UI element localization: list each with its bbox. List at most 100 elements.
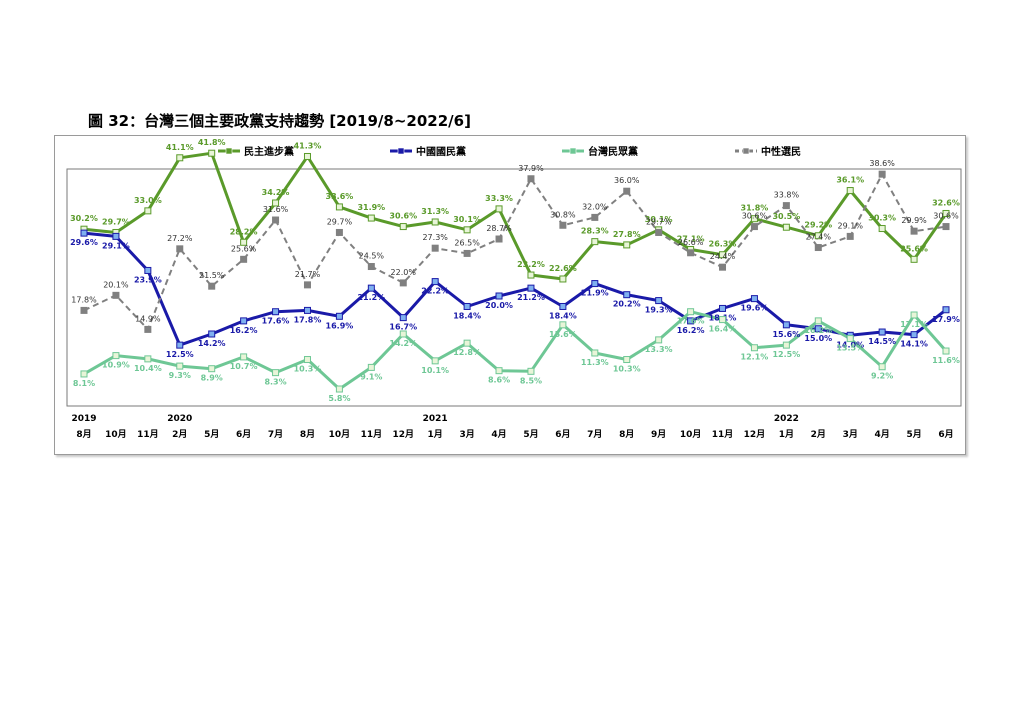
data-label: 13.3% — [645, 345, 673, 354]
data-point — [80, 370, 88, 378]
data-point — [687, 308, 695, 316]
data-label: 22.0% — [391, 268, 417, 277]
data-label: 17.9% — [932, 315, 960, 324]
data-label: 17.8% — [71, 295, 97, 304]
data-point — [112, 352, 120, 360]
data-point — [431, 278, 439, 286]
data-label: 30.1% — [453, 215, 481, 224]
data-label: 33.0% — [134, 196, 162, 205]
data-point — [495, 292, 503, 300]
data-label: 10.4% — [134, 364, 162, 373]
data-label: 14.2% — [389, 339, 417, 348]
data-label: 29.7% — [327, 217, 353, 226]
data-label: 14.1% — [900, 340, 928, 349]
data-point — [687, 317, 695, 325]
data-point — [719, 263, 727, 271]
data-point — [367, 214, 375, 222]
data-point — [208, 365, 216, 373]
data-point — [942, 223, 950, 231]
data-label: 27.3% — [422, 233, 448, 242]
data-label: 12.5% — [772, 350, 800, 359]
month-label: 10月 — [329, 429, 351, 440]
data-point — [559, 302, 567, 310]
data-point — [431, 244, 439, 252]
data-point — [335, 228, 343, 236]
data-label: 37.9% — [518, 164, 544, 173]
data-point — [431, 218, 439, 226]
data-label: 26.3% — [709, 240, 737, 249]
data-label: 8.6% — [488, 376, 510, 385]
data-label: 9.3% — [169, 371, 191, 380]
month-label: 10月 — [105, 429, 127, 440]
data-point — [782, 341, 790, 349]
month-label: 5月 — [906, 429, 921, 440]
data-label: 12.1% — [741, 353, 769, 362]
data-point — [240, 255, 248, 263]
data-label: 19.6% — [741, 304, 769, 313]
data-point — [623, 187, 631, 195]
data-label: 14.9% — [135, 314, 161, 323]
data-point — [367, 284, 375, 292]
legend-marker-2 — [569, 147, 577, 155]
data-label: 15.0% — [804, 334, 832, 343]
data-label: 17.6% — [262, 317, 290, 326]
chart-frame — [54, 135, 966, 455]
data-point — [144, 207, 152, 215]
data-label: 13.5% — [836, 344, 864, 353]
data-point — [303, 281, 311, 289]
data-point — [814, 232, 822, 240]
month-label: 8月 — [619, 429, 634, 440]
data-point — [240, 238, 248, 246]
data-point — [495, 205, 503, 213]
data-point — [814, 317, 822, 325]
data-point — [910, 331, 918, 339]
data-point — [719, 316, 727, 324]
data-label: 30.5% — [772, 212, 800, 221]
data-label: 33.3% — [485, 194, 513, 203]
data-point — [399, 279, 407, 287]
year-label: 2022 — [774, 414, 799, 424]
data-point — [80, 229, 88, 237]
month-label: 9月 — [651, 429, 666, 440]
data-label: 27.8% — [613, 230, 641, 239]
data-point — [431, 357, 439, 365]
data-label: 8.9% — [201, 374, 223, 383]
data-point — [942, 347, 950, 355]
data-point — [399, 223, 407, 231]
data-point — [559, 321, 567, 329]
data-point — [176, 154, 184, 162]
data-label: 28.7% — [486, 224, 512, 233]
data-point — [335, 203, 343, 211]
data-point — [591, 238, 599, 246]
data-label: 16.2% — [804, 326, 832, 335]
data-point — [495, 235, 503, 243]
data-label: 16.9% — [326, 321, 354, 330]
data-label: 26.6% — [678, 238, 704, 247]
data-point — [144, 355, 152, 363]
data-point — [367, 263, 375, 271]
data-label: 10.3% — [294, 365, 322, 374]
data-point — [559, 275, 567, 283]
data-point — [687, 249, 695, 257]
data-label: 34.2% — [262, 188, 290, 197]
data-point — [878, 328, 886, 336]
data-point — [80, 306, 88, 314]
data-label: 11.3% — [581, 358, 609, 367]
data-label: 10.7% — [230, 362, 258, 371]
data-label: 29.9% — [901, 216, 927, 225]
data-point — [910, 255, 918, 263]
data-label: 38.6% — [869, 159, 895, 168]
data-label: 14.2% — [198, 339, 226, 348]
year-label: 2020 — [167, 414, 192, 424]
data-label: 27.2% — [167, 234, 193, 243]
data-point — [272, 369, 280, 377]
data-point — [335, 385, 343, 393]
data-point — [272, 216, 280, 224]
data-point — [782, 223, 790, 231]
data-point — [846, 232, 854, 240]
month-label: 5月 — [204, 429, 219, 440]
data-label: 12.8% — [453, 348, 481, 357]
data-label: 21.9% — [581, 289, 609, 298]
data-point — [208, 149, 216, 157]
data-point — [782, 202, 790, 210]
